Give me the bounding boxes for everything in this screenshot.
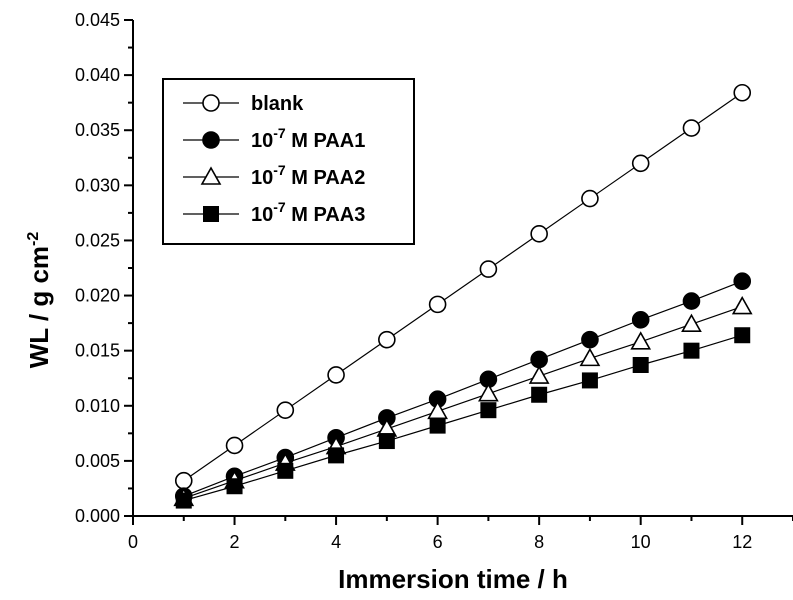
data-point: [733, 272, 752, 291]
legend-marker: [202, 131, 220, 149]
series-line: [183, 92, 743, 482]
data-point: [428, 295, 447, 314]
data-point: [478, 383, 499, 402]
data-point: [682, 119, 701, 137]
plot-area: [173, 83, 753, 509]
data-point: [530, 350, 548, 369]
data-point: [378, 433, 395, 450]
data-point: [681, 313, 702, 333]
x-tick-label: 2: [230, 532, 240, 552]
x-tick-label: 4: [331, 532, 341, 552]
y-axis-title: WL / g cm-2: [24, 232, 54, 369]
x-axis-ticks: 0 2 4 6 8 10 12: [128, 516, 793, 552]
y-axis-title-main: WL / g cm: [24, 246, 54, 368]
x-tick-label: 8: [534, 532, 544, 552]
y-axis-title-sup: -2: [25, 232, 42, 246]
data-point: [530, 225, 548, 243]
data-point: [734, 327, 751, 344]
legend-label: blank: [251, 93, 304, 115]
data-point: [226, 478, 243, 495]
data-point: [175, 492, 192, 509]
y-tick-label: 0.005: [75, 451, 120, 471]
data-point: [277, 462, 294, 479]
x-tick-label: 12: [732, 532, 752, 552]
series-line: [183, 306, 743, 499]
series-4: [175, 327, 751, 509]
data-point: [683, 342, 700, 359]
legend-item-3: 10-7 M PAA2: [183, 162, 365, 189]
data-point: [429, 417, 446, 434]
data-point: [327, 366, 345, 384]
series-2: [174, 272, 752, 505]
data-point: [631, 311, 650, 329]
legend-item-2: 10-7 M PAA1: [183, 125, 365, 152]
x-tick-label: 6: [433, 532, 443, 552]
y-axis-ticks: 0.000 0.005 0.010 0.015 0.020 0.025 0.030 0.035…: [75, 10, 133, 526]
data-point: [631, 154, 650, 173]
legend-marker: [200, 166, 222, 185]
data-point: [531, 386, 548, 403]
y-tick-label: 0.025: [75, 230, 120, 250]
data-point: [579, 347, 601, 367]
data-point: [581, 330, 599, 349]
legend-item-4: 10-7 M PAA3: [183, 199, 365, 226]
x-tick-label: 10: [631, 532, 651, 552]
x-axis-title: Immersion time / h: [338, 564, 568, 594]
x-tick-label: 0: [128, 532, 138, 552]
data-point: [528, 365, 550, 384]
data-point: [480, 402, 497, 419]
data-point: [174, 471, 193, 490]
y-tick-label: 0.035: [75, 120, 120, 140]
legend-marker: [202, 94, 220, 112]
y-tick-label: 0.040: [75, 65, 120, 85]
legend-label: 10-7 M PAA2: [251, 162, 365, 189]
y-tick-label: 0.015: [75, 341, 120, 361]
data-point: [731, 295, 753, 315]
data-point: [378, 330, 396, 349]
data-point: [632, 356, 649, 373]
series-line: [183, 334, 743, 502]
y-tick-label: 0.045: [75, 10, 120, 30]
data-point: [682, 292, 701, 310]
data-point: [733, 83, 752, 102]
data-point: [479, 260, 498, 278]
y-tick-label: 0.010: [75, 396, 120, 416]
legend-label: 10-7 M PAA3: [251, 199, 365, 226]
legend-marker: [203, 206, 219, 222]
data-point: [328, 447, 345, 464]
legend-label: 10-7 M PAA1: [251, 125, 365, 152]
data-point: [630, 331, 652, 350]
legend-item-1: blank: [183, 93, 304, 115]
data-point: [276, 401, 295, 419]
data-point: [581, 189, 599, 208]
y-tick-label: 0.000: [75, 506, 120, 526]
legend: blank 10-7 M PAA1 10-7 M PAA2 10-7 M PAA3: [162, 78, 415, 245]
series-3: [173, 295, 753, 507]
y-tick-label: 0.030: [75, 175, 120, 195]
series-line: [183, 280, 743, 497]
data-point: [581, 372, 598, 389]
y-tick-label: 0.020: [75, 286, 120, 306]
data-point: [225, 436, 244, 455]
